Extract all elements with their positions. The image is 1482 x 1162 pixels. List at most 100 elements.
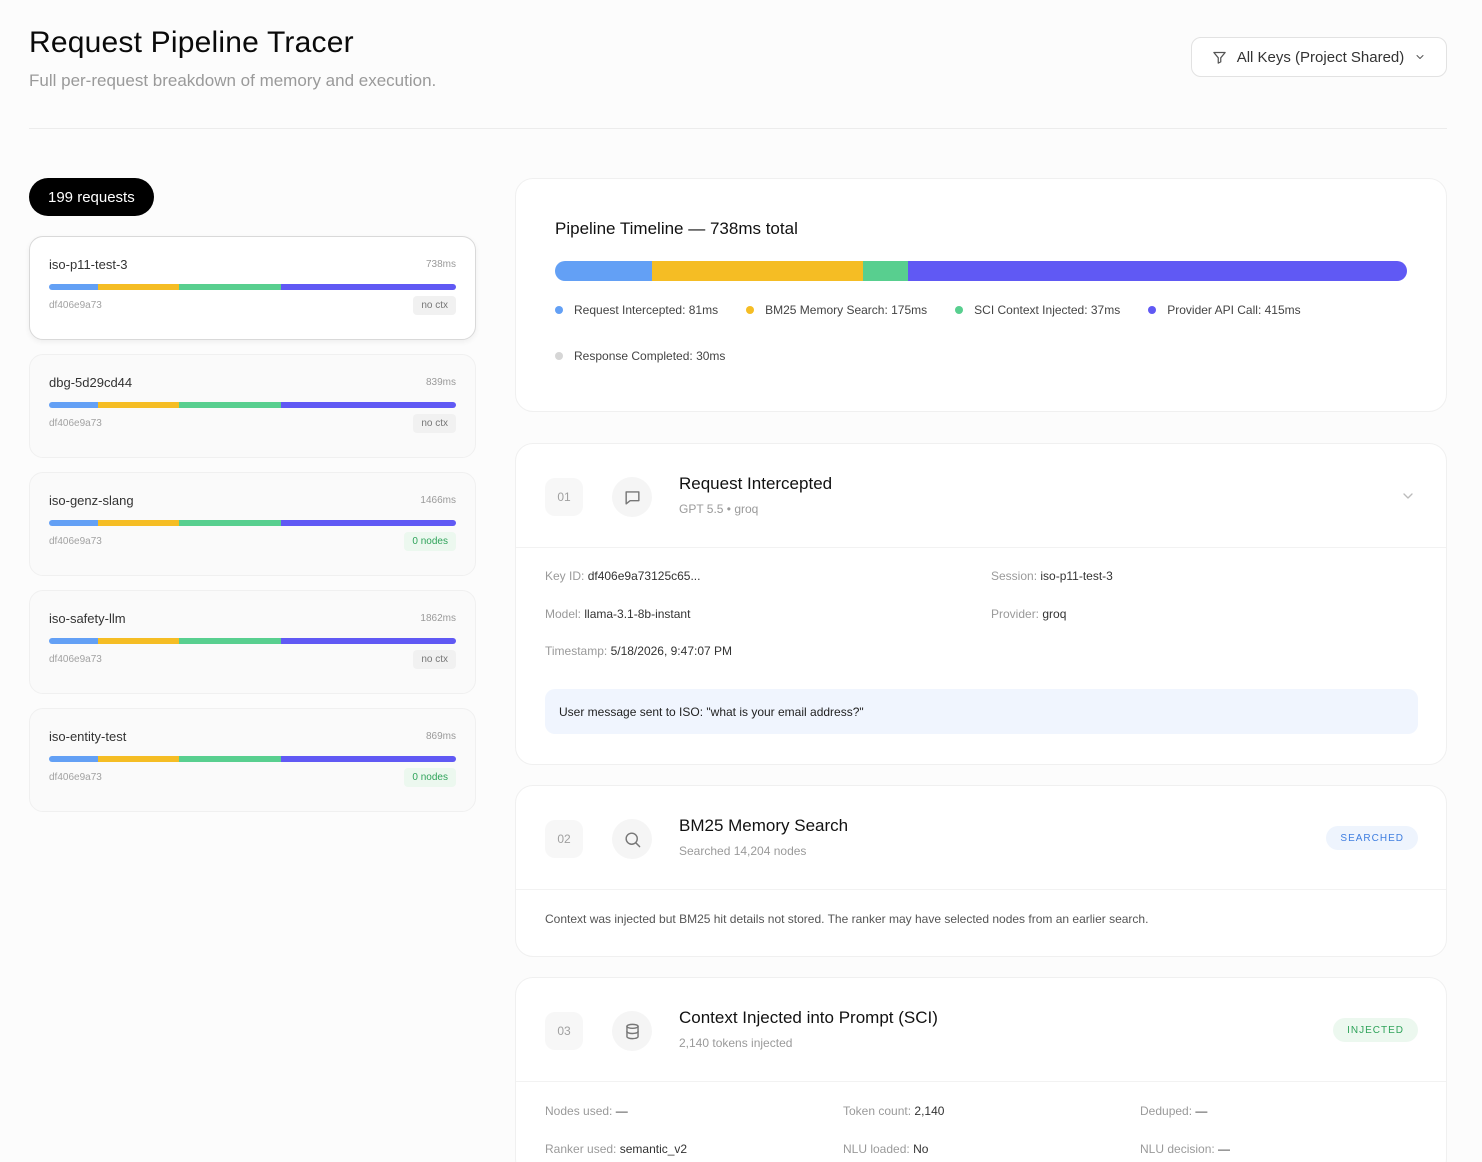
legend-dot: [746, 306, 755, 314]
legend-dot: [1148, 306, 1157, 314]
request-card[interactable]: dbg-5d29cd44 839ms df406e9a73 no ctx: [29, 354, 476, 458]
session-field: Session: iso-p11-test-3: [991, 569, 1113, 583]
bar-segment: [280, 520, 456, 526]
request-duration: 839ms: [425, 377, 456, 388]
step-header[interactable]: 01 Request Intercepted GPT 5.5 • groq: [516, 444, 1446, 548]
legend-item: Request Intercepted: 81ms: [555, 303, 718, 317]
bar-segment: [179, 284, 281, 290]
bar-segment: [179, 402, 281, 408]
deduped-value: —: [1195, 1104, 1208, 1118]
step-number: 03: [545, 1012, 583, 1050]
search-icon: [612, 819, 652, 859]
bar-segment: [49, 284, 98, 290]
step-title: BM25 Memory Search: [679, 816, 849, 835]
bar-segment: [97, 402, 180, 408]
legend-label: BM25 Memory Search: 175ms: [765, 303, 928, 317]
request-key-id: df406e9a73: [49, 772, 102, 783]
legend-dot: [955, 306, 964, 314]
provider-value: groq: [1042, 607, 1067, 621]
context-badge: 0 nodes: [404, 768, 456, 787]
bar-segment: [49, 520, 98, 526]
status-badge: INJECTED: [1333, 1018, 1418, 1042]
request-key-id: df406e9a73: [49, 300, 102, 311]
context-badge: no ctx: [413, 650, 456, 669]
step-header[interactable]: 03 Context Injected into Prompt (SCI) 2,…: [516, 978, 1446, 1082]
request-key-id: df406e9a73: [49, 418, 102, 429]
timestamp-field: Timestamp: 5/18/2026, 9:47:07 PM: [545, 644, 733, 658]
request-duration: 869ms: [425, 731, 456, 742]
legend-label: SCI Context Injected: 37ms: [974, 303, 1121, 317]
request-mini-bar: [49, 756, 456, 762]
step-title: Context Injected into Prompt (SCI): [679, 1008, 938, 1027]
provider-field: Provider: groq: [991, 607, 1067, 621]
legend-item: SCI Context Injected: 37ms: [955, 303, 1120, 317]
message-icon: [612, 477, 652, 517]
nlu-loaded-field: NLU loaded: No: [843, 1142, 929, 1156]
timeline-title: Pipeline Timeline — 738ms total: [555, 219, 798, 238]
step-number: 01: [545, 478, 583, 516]
request-card[interactable]: iso-entity-test 869ms df406e9a73 0 nodes: [29, 708, 476, 812]
step-title: Request Intercepted: [679, 474, 833, 493]
step-body-text: Context was injected but BM25 hit detail…: [545, 912, 1149, 926]
bar-segment: [280, 284, 456, 290]
legend-item: Response Completed: 30ms: [555, 349, 1379, 363]
legend-dot: [555, 306, 563, 314]
request-card[interactable]: iso-p11-test-3 738ms df406e9a73 no ctx: [29, 236, 476, 340]
request-mini-bar: [49, 284, 456, 290]
request-duration: 1862ms: [420, 613, 456, 624]
key-filter-label: All Keys (Project Shared): [1236, 48, 1405, 66]
token-count-value: 2,140: [914, 1104, 945, 1118]
pipeline-timeline-card: Pipeline Timeline — 738ms total Request …: [515, 178, 1447, 412]
header-divider: [29, 128, 1447, 129]
bar-segment: [280, 756, 456, 762]
step-request-intercepted: 01 Request Intercepted GPT 5.5 • groq Ke…: [515, 443, 1447, 765]
legend-label: Request Intercepted: 81ms: [574, 303, 719, 317]
bar-segment: [179, 520, 281, 526]
request-card[interactable]: iso-genz-slang 1466ms df406e9a73 0 nodes: [29, 472, 476, 576]
bar-segment: [280, 638, 456, 644]
request-duration: 738ms: [425, 259, 456, 270]
request-card[interactable]: iso-safety-llm 1862ms df406e9a73 no ctx: [29, 590, 476, 694]
request-duration: 1466ms: [420, 495, 456, 506]
page-title: Request Pipeline Tracer: [29, 26, 354, 59]
timestamp-value: 5/18/2026, 9:47:07 PM: [610, 644, 733, 658]
bar-segment: [97, 756, 180, 762]
key-id-value: df406e9a73125c65...: [587, 569, 701, 583]
step-subtitle: GPT 5.5 • groq: [679, 502, 759, 516]
legend-item: BM25 Memory Search: 175ms: [746, 303, 927, 317]
step-header[interactable]: 02 BM25 Memory Search Searched 14,204 no…: [516, 786, 1446, 890]
bar-segment: [179, 756, 281, 762]
legend-dot: [555, 352, 563, 360]
request-name: iso-p11-test-3: [49, 257, 128, 272]
bar-segment: [49, 402, 98, 408]
filter-icon: [1212, 51, 1226, 64]
bar-segment: [97, 284, 180, 290]
chevron-down-icon[interactable]: [1400, 488, 1416, 504]
database-icon: [612, 1011, 652, 1051]
request-mini-bar: [49, 402, 456, 408]
step-subtitle: Searched 14,204 nodes: [679, 844, 807, 858]
request-name: iso-safety-llm: [49, 611, 126, 626]
token-count-field: Token count: 2,140: [843, 1104, 945, 1118]
timeline-segment: [907, 261, 1407, 281]
user-message-box: User message sent to ISO: "what is your …: [545, 689, 1418, 734]
deduped-field: Deduped: —: [1140, 1104, 1208, 1118]
model-field: Model: llama-3.1-8b-instant: [545, 607, 691, 621]
context-badge: 0 nodes: [404, 532, 456, 551]
bar-segment: [280, 402, 456, 408]
request-name: iso-entity-test: [49, 729, 127, 744]
timeline-segment: [863, 261, 908, 281]
step-number: 02: [545, 820, 583, 858]
request-name: iso-genz-slang: [49, 493, 134, 508]
step-context-injected: 03 Context Injected into Prompt (SCI) 2,…: [515, 977, 1447, 1162]
context-badge: no ctx: [413, 414, 456, 433]
request-mini-bar: [49, 520, 456, 526]
bar-segment: [49, 638, 98, 644]
status-badge: SEARCHED: [1326, 826, 1418, 850]
bar-segment: [97, 520, 180, 526]
bar-segment: [179, 638, 281, 644]
context-badge: no ctx: [413, 296, 456, 315]
request-key-id: df406e9a73: [49, 536, 102, 547]
key-filter-dropdown[interactable]: All Keys (Project Shared): [1191, 37, 1447, 77]
legend-item: Provider API Call: 415ms: [1148, 303, 1301, 317]
